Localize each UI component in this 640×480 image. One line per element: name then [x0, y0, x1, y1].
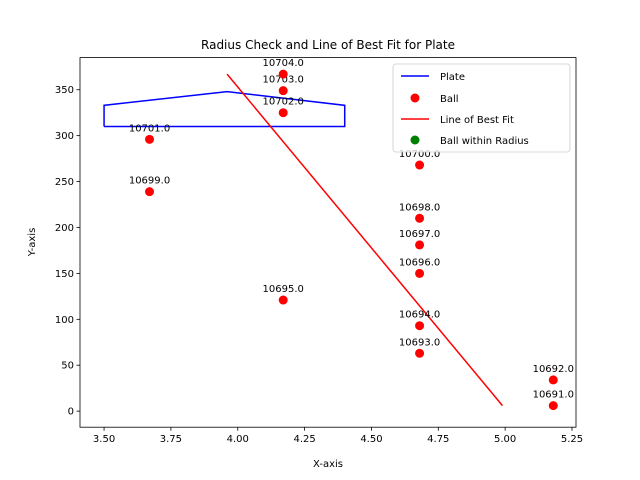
legend-plate-label: Plate [440, 72, 465, 83]
ball-point-label: 10697.0 [399, 229, 440, 240]
ball-point-label: 10696.0 [399, 257, 440, 268]
x-tick-label: 4.25 [293, 434, 315, 445]
ball-point [278, 295, 288, 305]
ticks-layer: 3.50 3.75 4.00 4.25 4.50 4.75 5.00 5.25 0 50 100 15… [55, 85, 583, 445]
y-tick-label: 250 [55, 177, 74, 188]
ball-point-label: 10700.0 [399, 149, 440, 160]
x-axis-label: X-axis [313, 459, 343, 470]
legend-within-label: Ball within Radius [440, 136, 529, 147]
y-tick-label: 300 [55, 131, 74, 142]
x-tick-label: 5.00 [494, 434, 516, 445]
ball-point-label: 10691.0 [533, 390, 574, 401]
ball-point [548, 401, 558, 411]
ball-point [278, 108, 288, 118]
legend-ball-marker [410, 93, 420, 103]
y-tick-label: 0 [68, 407, 74, 418]
x-tick-label: 3.50 [93, 434, 115, 445]
ball-point-label: 10699.0 [129, 176, 170, 187]
ball-point [278, 86, 288, 96]
ball-point-label: 10693.0 [399, 337, 440, 348]
ball-point-label: 10701.0 [129, 123, 170, 134]
data-layer: 10691.0 10692.0 10693.0 10694.0 10695.0 10696… [103, 58, 574, 411]
y-tick-label: 150 [55, 269, 74, 280]
ball-point [415, 240, 425, 250]
y-tick-label: 100 [55, 315, 74, 326]
ball-point-label: 10694.0 [399, 310, 440, 321]
legend: Plate Ball Line of Best Fit Ball within … [392, 63, 571, 153]
legend-within-marker [410, 135, 420, 145]
x-tick-label: 5.25 [561, 434, 583, 445]
ball-point-label: 10698.0 [399, 202, 440, 213]
y-tick-label: 200 [55, 223, 74, 234]
ball-point [145, 187, 155, 197]
ball-point [415, 348, 425, 358]
ball-point-label: 10702.0 [263, 97, 304, 108]
legend-ball-label: Ball [440, 94, 459, 105]
plate-outline [103, 90, 346, 128]
ball-point [415, 268, 425, 278]
ball-point-label: 10692.0 [533, 364, 574, 375]
chart-title: Radius Check and Line of Best Fit for Pl… [201, 38, 455, 52]
best-fit-line [226, 73, 504, 407]
ball-point [548, 375, 558, 385]
y-tick-label: 50 [61, 361, 74, 372]
legend-fit-label: Line of Best Fit [440, 115, 514, 126]
ball-point [415, 321, 425, 331]
x-tick-label: 4.75 [427, 434, 449, 445]
ball-point-label: 10704.0 [263, 58, 304, 69]
ball-point [278, 69, 288, 79]
ball-point-label: 10703.0 [263, 75, 304, 86]
ball-point [415, 213, 425, 223]
ball-point [145, 134, 155, 144]
legend-box [392, 63, 571, 153]
x-tick-label: 4.00 [227, 434, 249, 445]
ball-point [415, 160, 425, 170]
y-axis-label: Y-axis [27, 228, 38, 258]
ball-point-label: 10695.0 [263, 284, 304, 295]
x-tick-label: 4.50 [360, 434, 382, 445]
x-tick-label: 3.75 [160, 434, 182, 445]
plot-frame [79, 57, 577, 428]
y-tick-label: 350 [55, 85, 74, 96]
